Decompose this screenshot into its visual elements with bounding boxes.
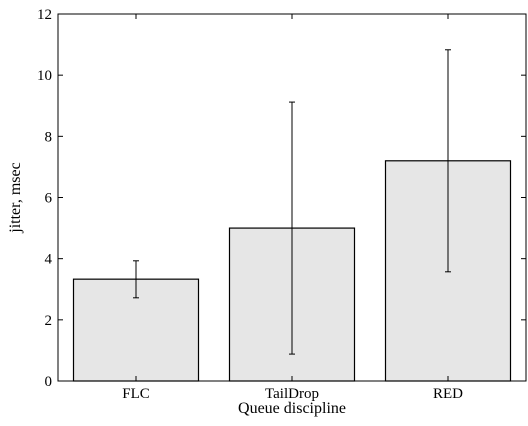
y-axis-label: jitter, msec (7, 162, 24, 233)
y-tick-label: 0 (45, 374, 53, 390)
y-tick-label: 2 (45, 313, 53, 329)
y-tick-label: 6 (45, 191, 53, 207)
y-tick-label: 8 (45, 129, 53, 145)
y-tick-label: 4 (45, 252, 53, 268)
y-tick-label: 10 (37, 68, 52, 84)
error-bar-red (445, 49, 451, 273)
x-tick-label: RED (433, 386, 463, 402)
y-tick-label: 12 (37, 7, 52, 23)
y-axis: 0 2 4 6 8 10 12 (37, 7, 526, 390)
error-bar-taildrop (289, 101, 295, 355)
error-bars-group (133, 49, 451, 355)
x-axis-label: Queue discipline (238, 400, 346, 417)
error-bar-flc (133, 260, 139, 299)
x-axis: FLC TailDrop RED (122, 14, 463, 402)
x-tick-label: FLC (122, 386, 150, 402)
x-tick-label: TailDrop (265, 386, 319, 402)
